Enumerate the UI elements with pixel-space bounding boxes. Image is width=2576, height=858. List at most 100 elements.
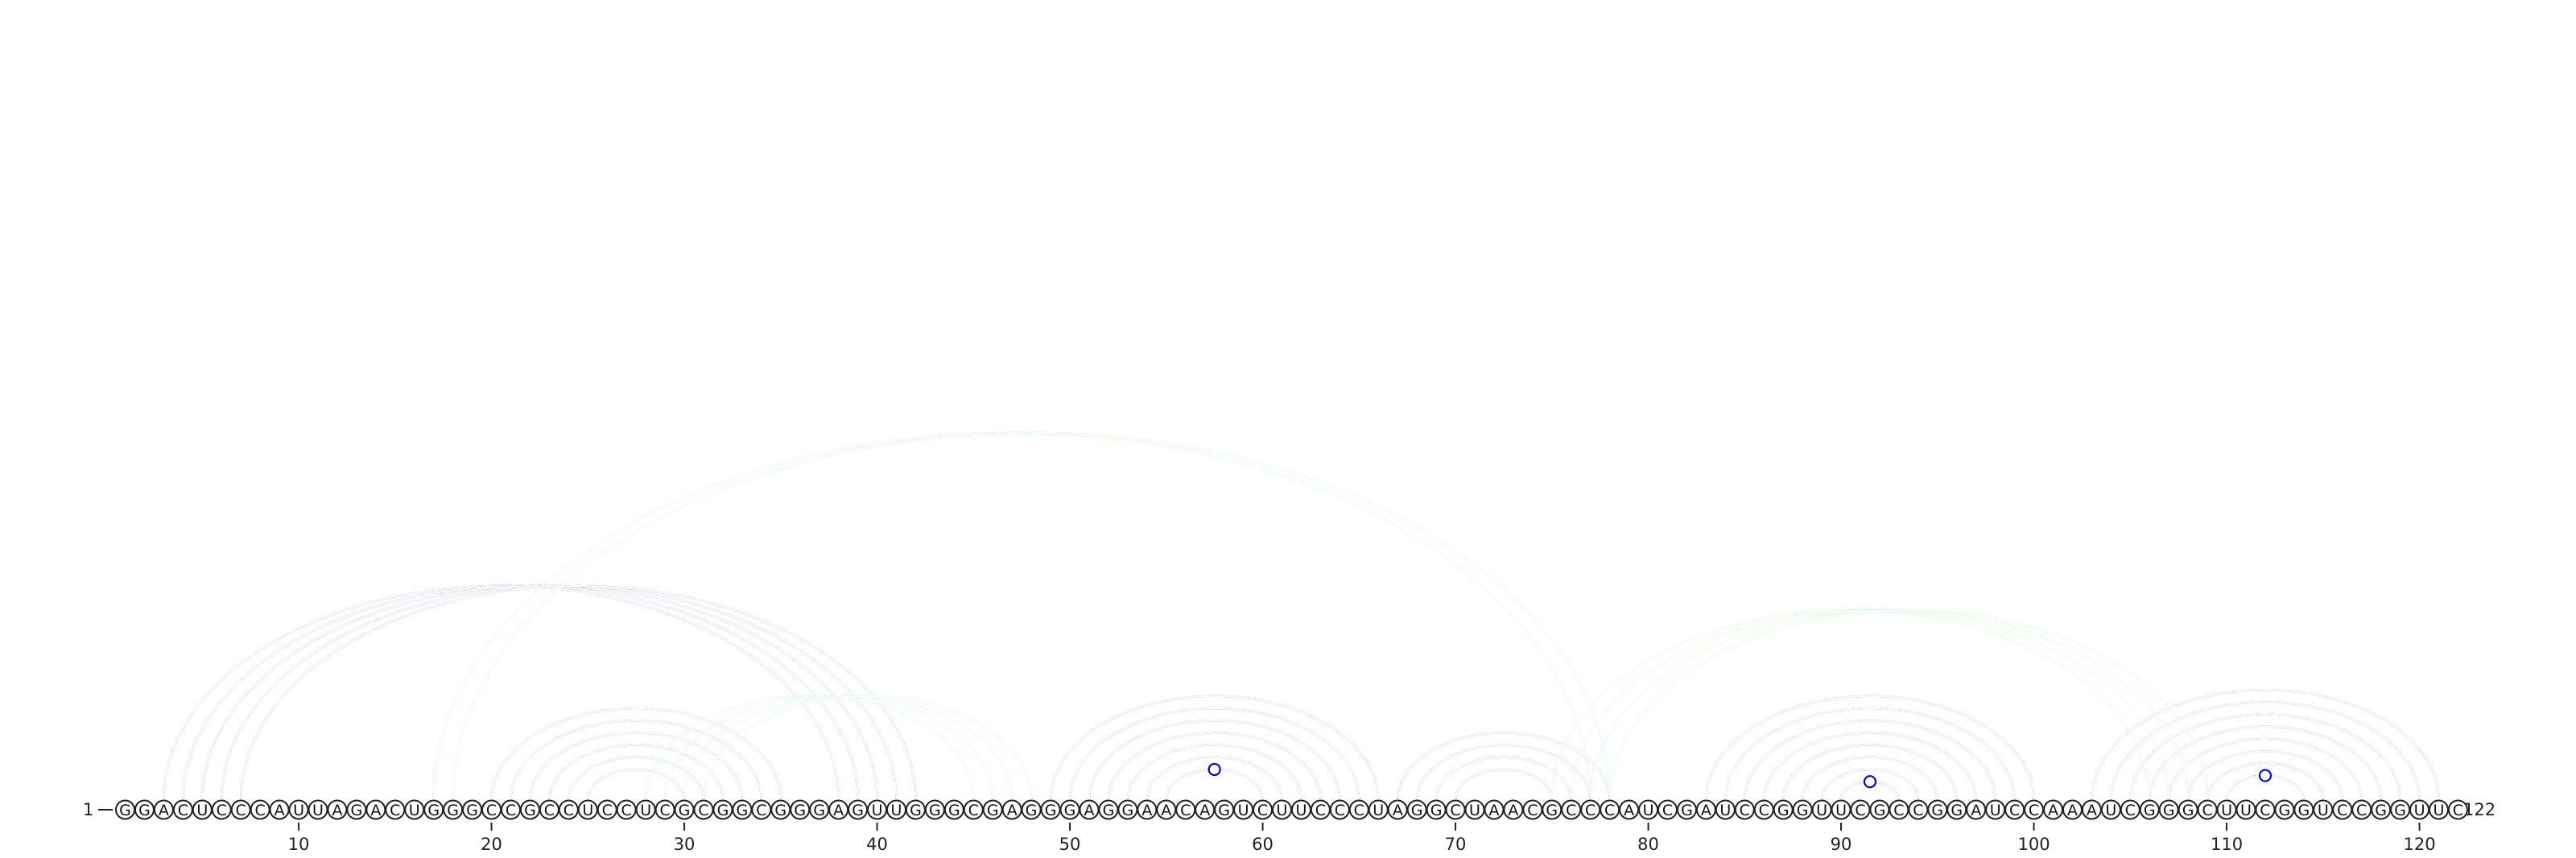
- nucleotide-letter-48: G: [1026, 802, 1038, 819]
- nucleotide-letter-108: G: [2182, 802, 2194, 819]
- nucleotide-letter-24: C: [564, 802, 574, 819]
- helix-arc-8: [548, 744, 724, 801]
- helix-arc-gap-26: [1782, 744, 1958, 801]
- nucleotide-letter-47: A: [1007, 802, 1018, 819]
- helix-arc-19: [1416, 744, 1591, 801]
- tick-label-80: 80: [1637, 835, 1659, 854]
- helix-arc-18: [1397, 732, 1611, 801]
- helix-arc-gap-31: [2110, 701, 2421, 801]
- nucleotide-letter-103: A: [2087, 802, 2097, 819]
- nucleotide-letter-100: C: [2029, 802, 2039, 819]
- nucleotide-letter-67: A: [1393, 802, 1403, 819]
- helix-arc-gap-6: [510, 720, 762, 801]
- nucleotide-letter-75: G: [1546, 802, 1558, 819]
- pseudoknot-arc-gap-5: [702, 695, 1033, 801]
- helix-arc-gap-32: [2129, 713, 2401, 801]
- start-label: 1: [83, 800, 93, 819]
- noncanonical-marker-0: [1208, 762, 1221, 777]
- nucleotide-letter-106: G: [2144, 802, 2156, 819]
- nucleotide-letter-22: G: [524, 802, 536, 819]
- pseudoknot-arc-7: [1570, 609, 2170, 801]
- pseudoknot-arc-gap-1: [452, 431, 1611, 801]
- nucleotide-letter-90: U: [1835, 802, 1847, 819]
- nucleotide-letter-17: G: [427, 802, 440, 819]
- nucleotide-letter-55: A: [1161, 802, 1171, 819]
- nucleotide-letter-6: C: [217, 802, 227, 819]
- helix-arc-gap-8: [548, 744, 724, 801]
- nucleotide-letter-10: U: [293, 802, 304, 819]
- tick-label-50: 50: [1059, 835, 1081, 854]
- nucleotide-letter-58: G: [1218, 802, 1230, 819]
- nucleotide-letter-1: G: [119, 802, 131, 819]
- nucleotide-letter-11: U: [312, 802, 324, 819]
- nucleotide-letter-93: C: [1893, 802, 1904, 819]
- tick-label-110: 110: [2211, 835, 2243, 854]
- nucleotide-letter-122: C: [2453, 802, 2463, 819]
- helix-arc-gap-5: [490, 707, 782, 801]
- tick-label-90: 90: [1831, 835, 1852, 854]
- nucleotide-letter-102: A: [2067, 802, 2078, 819]
- nucleotide-letter-46: G: [987, 802, 999, 819]
- nucleotide-letter-52: G: [1103, 802, 1115, 819]
- nucleotide-letter-13: G: [351, 802, 363, 819]
- base-pair-arcs: [163, 431, 2440, 801]
- tick-label-10: 10: [288, 835, 310, 854]
- helix-arc-11: [1050, 695, 1380, 801]
- helix-arc-gap-20: [1435, 756, 1572, 801]
- nucleotide-letter-21: C: [506, 802, 516, 819]
- nucleotide-letter-68: G: [1411, 802, 1423, 819]
- helix-arc-26: [1782, 744, 1958, 801]
- nucleotide-letter-35: G: [774, 802, 786, 819]
- nucleotide-letter-92: G: [1874, 802, 1886, 819]
- nucleotide-letter-2: G: [138, 802, 151, 819]
- nucleotide-letter-95: G: [1931, 802, 1943, 819]
- tick-label-40: 40: [866, 835, 888, 854]
- nucleotide-letter-16: U: [409, 802, 420, 819]
- nucleotide-letter-74: C: [1527, 802, 1538, 819]
- helix-arc-gap-22: [1705, 695, 2035, 801]
- nucleotide-letter-87: G: [1777, 802, 1790, 819]
- pseudoknot-arc-gap-2: [645, 695, 975, 801]
- helix-arc-gap-30: [2091, 689, 2440, 801]
- nucleotide-letter-36: G: [794, 802, 806, 819]
- nucleotide-letter-4: C: [178, 802, 188, 819]
- nucleotide-letter-119: G: [2394, 802, 2406, 819]
- nucleotide-letter-84: U: [1719, 802, 1731, 819]
- nucleotide-letter-64: C: [1335, 802, 1345, 819]
- nucleotide-letter-115: U: [2318, 802, 2329, 819]
- nucleotide-letter-91: C: [1855, 802, 1865, 819]
- helix-arc-30: [2091, 689, 2440, 801]
- nucleotide-letter-30: G: [679, 802, 691, 819]
- nucleotide-letter-61: U: [1277, 802, 1288, 819]
- nucleotide-letter-73: A: [1508, 802, 1518, 819]
- nucleotide-letter-9: A: [275, 802, 285, 819]
- nucleotide-letter-105: C: [2125, 802, 2136, 819]
- nucleotide-letter-51: A: [1084, 802, 1095, 819]
- nucleotide-letter-15: C: [390, 802, 400, 819]
- pseudoknot-arc-gap-7: [1570, 609, 2170, 801]
- nucleotide-letter-20: C: [486, 802, 497, 819]
- nucleotide-letter-42: G: [910, 802, 922, 819]
- nucleotide-letter-63: C: [1315, 802, 1326, 819]
- nucleotide-letter-45: C: [968, 802, 979, 819]
- nucleotide-letter-111: U: [2240, 802, 2252, 819]
- helix-arc-21: [1454, 768, 1553, 801]
- pseudoknot-arc-gap-0: [432, 431, 1591, 801]
- nucleotide-letter-81: C: [1662, 802, 1673, 819]
- nucleotide-letter-86: C: [1759, 802, 1769, 819]
- sequence-backbone: 1 122: [83, 800, 2496, 819]
- nucleotide-letter-18: G: [447, 802, 459, 819]
- position-ticks: 10 20 30 40 50 60 70 80 90 100 110 120: [288, 823, 2436, 854]
- helix-arc-gap-34: [2168, 737, 2363, 801]
- pseudoknot-arc-0: [432, 431, 1591, 801]
- nucleotide-letter-40: U: [872, 802, 883, 819]
- noncanonical-marker-2: [2258, 769, 2273, 782]
- nucleotide-letter-88: G: [1797, 802, 1809, 819]
- nucleotide-letter-117: C: [2356, 802, 2367, 819]
- helix-arc-gap-23: [1724, 707, 2016, 801]
- nucleotide-letter-76: C: [1566, 802, 1576, 819]
- nucleotide-letter-41: U: [891, 802, 902, 819]
- helix-arc-gap-16: [1146, 756, 1283, 801]
